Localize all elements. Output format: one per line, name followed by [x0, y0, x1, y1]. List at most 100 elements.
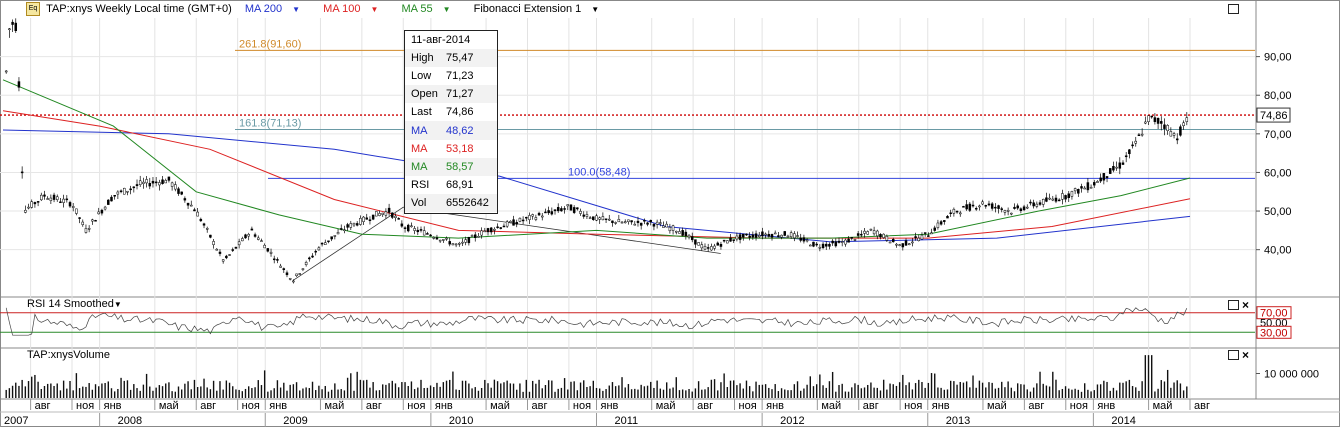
symbol-label[interactable]: TAP:xnys Weekly Local time (GMT+0)	[46, 2, 232, 15]
candle-body	[927, 235, 930, 237]
year-label: 2009	[283, 415, 307, 427]
candle-body	[1185, 117, 1189, 122]
candle-body	[662, 225, 665, 228]
candle-body	[700, 244, 704, 249]
candle-body	[193, 209, 196, 212]
candle-body	[1102, 173, 1106, 181]
month-label: ноя	[904, 400, 922, 412]
candle-body	[936, 222, 940, 228]
ma100-legend[interactable]: MA 100 ▼	[323, 3, 388, 15]
candle-body	[754, 233, 758, 238]
fib-label: Fibonacci Extension 1	[473, 2, 582, 15]
tooltip-row: RSI 68,91	[405, 176, 497, 194]
tooltip-value: 48,62	[446, 124, 474, 137]
candle-body	[1179, 126, 1182, 136]
candle-body	[984, 205, 988, 207]
candle-body	[266, 248, 270, 252]
candle-body	[572, 207, 576, 213]
fib-level-label: 161.8(71,13)	[239, 117, 301, 129]
candle-body	[1124, 155, 1128, 158]
candle-body	[904, 240, 908, 246]
candle-body	[126, 190, 129, 193]
volume-title-text: TAP:xnysVolume	[27, 349, 110, 361]
eq-icon[interactable]: Eq	[26, 2, 40, 16]
fib-legend[interactable]: Fibonacci Extension 1 ▼	[474, 3, 610, 15]
candle-body	[489, 227, 493, 233]
candle-body	[91, 219, 94, 222]
candle-body	[726, 240, 729, 244]
candle-body	[1080, 186, 1083, 189]
candle-body	[563, 208, 566, 210]
candle-body	[355, 223, 359, 226]
candle-body	[161, 179, 164, 184]
candle-body	[959, 212, 962, 215]
maximize-icon[interactable]	[1228, 4, 1239, 14]
candle-body	[8, 28, 11, 31]
tooltip-key: High	[411, 52, 434, 65]
chevron-down-icon: ▼	[370, 4, 379, 14]
candle-body	[107, 199, 110, 205]
candle-body	[333, 235, 337, 237]
candle-body	[690, 236, 694, 241]
rsi-upper-label: 70,00	[1260, 308, 1288, 320]
ma55-legend[interactable]: MA 55 ▼	[401, 3, 460, 15]
candle-body	[703, 245, 707, 250]
candle-body	[151, 180, 155, 184]
month-label: ноя	[76, 400, 94, 412]
maximize-icon[interactable]	[1228, 350, 1239, 360]
candle-body	[486, 228, 490, 233]
volume-title[interactable]: TAP:xnysVolume	[27, 349, 120, 361]
candle-body	[397, 218, 400, 220]
candle-body	[387, 207, 391, 213]
tooltip-date: 11-авг-2014	[405, 31, 497, 49]
candle-body	[180, 191, 183, 195]
candle-body	[850, 237, 854, 239]
candle-body	[288, 278, 292, 280]
candle-body	[71, 206, 75, 208]
candle-body	[892, 238, 895, 243]
month-label: ноя	[407, 400, 425, 412]
candle-body	[135, 184, 139, 186]
candle-body	[729, 237, 732, 242]
candle-body	[694, 239, 697, 245]
candle-body	[496, 226, 499, 229]
candle-body	[493, 228, 496, 231]
maximize-icon[interactable]	[1228, 300, 1239, 310]
month-label: ноя	[1070, 400, 1088, 412]
candle-body	[1019, 208, 1023, 212]
tooltip-value: 53,18	[446, 142, 474, 155]
candle-body	[483, 230, 487, 233]
candle-body	[311, 255, 314, 258]
candle-body	[1169, 131, 1173, 137]
candle-body	[1022, 206, 1026, 211]
close-icon[interactable]: ×	[1242, 348, 1250, 362]
candle-body	[68, 202, 72, 207]
candle-body	[611, 220, 614, 224]
candle-body	[783, 231, 787, 236]
candle-body	[24, 209, 27, 213]
candle-body	[665, 223, 668, 228]
tooltip-row: Last 74,86	[405, 103, 497, 121]
candle-body	[480, 230, 483, 236]
candle-body	[253, 234, 257, 237]
candle-body	[186, 202, 190, 206]
month-label: янв	[766, 400, 784, 412]
candle-body	[844, 239, 847, 245]
ma200-legend[interactable]: MA 200 ▼	[245, 3, 310, 15]
candle-body	[1121, 162, 1125, 165]
tooltip-row: Vol 6552642	[405, 193, 497, 212]
candle-body	[419, 229, 423, 231]
candle-body	[343, 229, 346, 231]
candle-body	[154, 181, 158, 184]
close-icon[interactable]: ×	[1242, 298, 1250, 312]
candle-body	[1140, 133, 1144, 136]
candle-body	[1089, 186, 1093, 189]
candle-body	[97, 211, 100, 215]
candle-body	[320, 242, 324, 245]
candle-body	[75, 208, 78, 214]
candle-body	[997, 205, 1000, 209]
rsi-title[interactable]: RSI 14 Smoothed▼	[27, 298, 132, 310]
year-label: 2013	[946, 415, 970, 427]
